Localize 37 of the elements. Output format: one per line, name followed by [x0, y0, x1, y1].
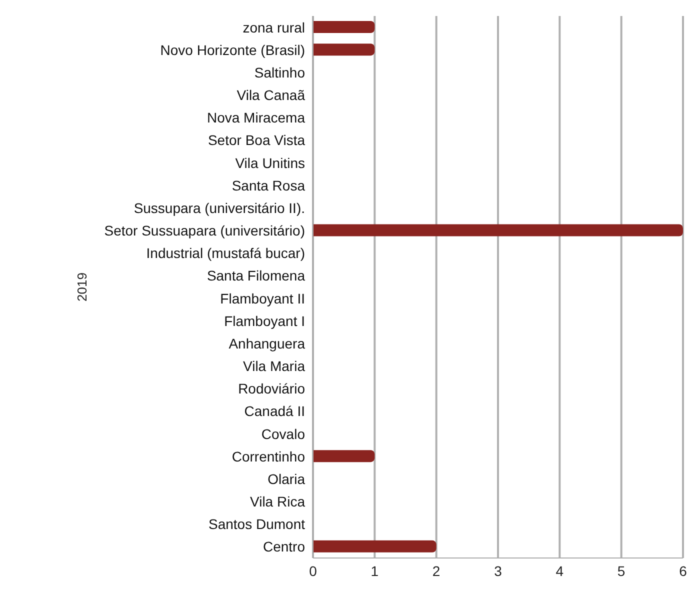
- bar: [313, 224, 683, 236]
- y-tick-label: Vila Canaã: [236, 87, 306, 104]
- y-tick-label: Canadá II: [244, 403, 305, 420]
- y-tick-label: Novo Horizonte (Brasil): [160, 42, 305, 58]
- y-tick-label: Santa Filomena: [206, 268, 306, 284]
- y-tick-label: Saltinho: [254, 64, 306, 80]
- y-tick-label: Sussupara (universitário II).: [134, 200, 305, 216]
- y-tick-label: Flamboyant II: [220, 290, 305, 306]
- x-tick-label: 3: [494, 562, 502, 579]
- y-tick-label: Santos Dumont: [208, 516, 306, 532]
- y-tick-label: Flamboyant I: [224, 312, 305, 329]
- bar: [313, 44, 375, 56]
- y-tick-label: Vila Unitins: [235, 154, 305, 171]
- y-tick-label: Setor Sussuapara (universitário): [104, 222, 305, 239]
- x-tick-label: 0: [309, 562, 318, 579]
- y-tick-label: Centro: [262, 538, 306, 555]
- x-tick-label: 1: [370, 562, 379, 579]
- y-tick-label: Industrial (mustafá bucar): [146, 245, 305, 262]
- x-tick-label: 4: [556, 562, 564, 579]
- bar: [313, 450, 375, 462]
- y-tick-label: Covalo: [261, 426, 306, 442]
- y-tick-label: Rodoviário: [238, 380, 306, 397]
- x-tick-label: 5: [617, 562, 626, 579]
- y-tick-label: zona rural: [242, 19, 305, 36]
- y-tick-label: Vila Maria: [243, 358, 306, 374]
- x-tick-label: 6: [679, 562, 688, 579]
- bar: [313, 21, 375, 33]
- y-tick-label: Vila Rica: [250, 494, 306, 510]
- y-axis-title: 2019: [74, 272, 90, 302]
- y-tick-label: Olaria: [268, 470, 306, 487]
- y-tick-label: Nova Miracema: [206, 110, 306, 126]
- bar: [313, 540, 436, 552]
- y-tick-label: Correntinho: [232, 448, 306, 464]
- y-tick-label: Anhanguera: [228, 335, 306, 352]
- y-tick-label: Santa Rosa: [232, 177, 306, 194]
- y-tick-label: Setor Boa Vista: [208, 132, 306, 148]
- x-tick-label: 2: [432, 562, 440, 579]
